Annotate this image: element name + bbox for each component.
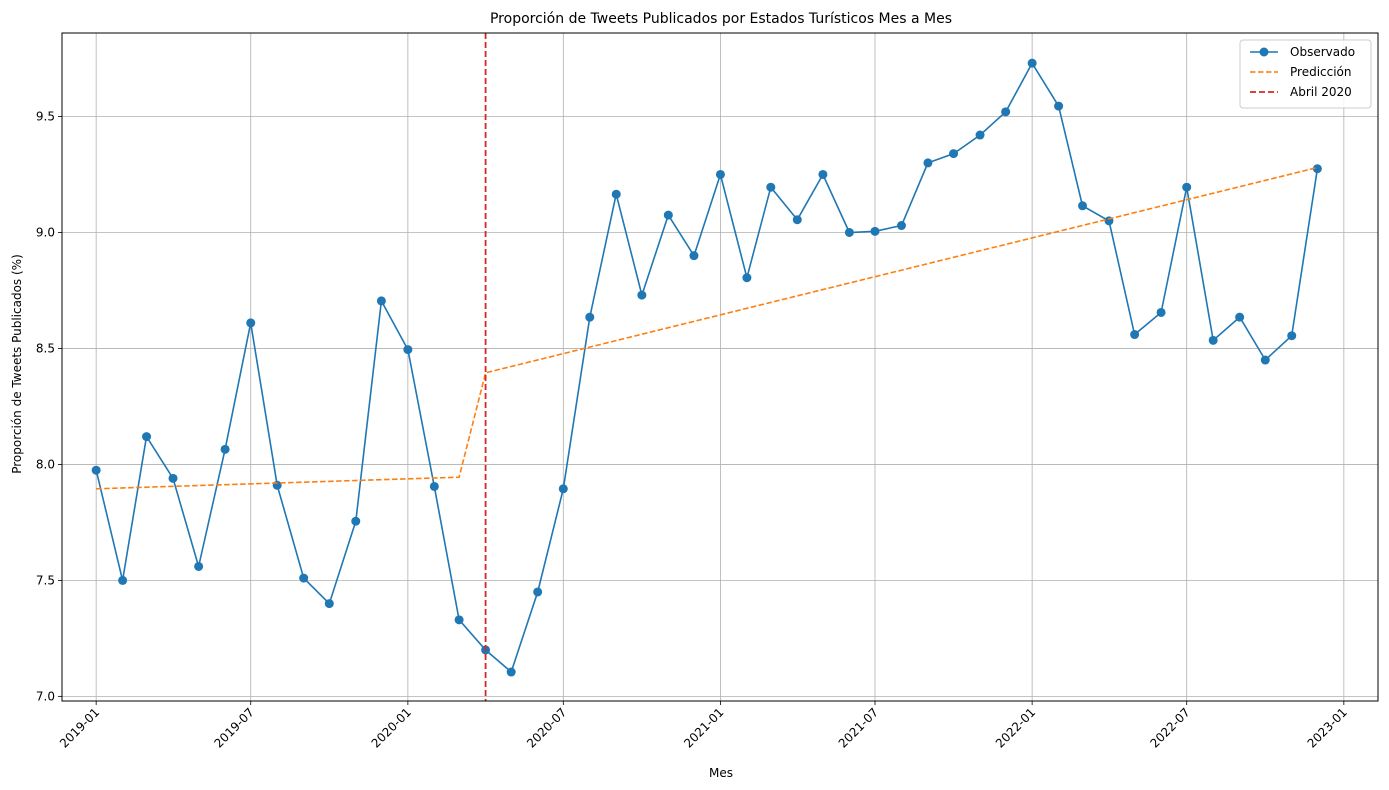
data-point-observado	[766, 182, 776, 192]
data-point-observado	[1001, 107, 1011, 117]
y-tick-label: 8.5	[36, 341, 55, 355]
x-tick-label: 2022-07	[1147, 705, 1192, 750]
data-point-observado	[1182, 182, 1192, 192]
legend-label: Observado	[1290, 45, 1355, 59]
data-point-observado	[118, 575, 128, 585]
data-point-observado	[454, 615, 464, 625]
data-point-observado	[91, 465, 101, 475]
y-tick-label: 8.0	[36, 457, 55, 471]
x-tick-label: 2021-01	[681, 705, 726, 750]
x-tick-label: 2021-07	[836, 705, 881, 750]
x-tick-label: 2020-01	[369, 705, 414, 750]
data-point-observado	[1130, 330, 1140, 340]
data-point-observado	[533, 587, 543, 597]
data-point-observado	[923, 158, 933, 168]
data-point-observado	[663, 210, 673, 220]
x-tick-label: 2019-01	[57, 705, 102, 750]
data-point-observado	[1312, 164, 1322, 174]
plot-frame	[61, 32, 1379, 702]
data-point-observado	[558, 484, 568, 494]
y-tick-label: 7.5	[36, 573, 55, 587]
data-point-observado	[975, 130, 985, 140]
data-point-observado	[896, 221, 906, 231]
data-point-observado	[611, 189, 621, 199]
y-axis-label: Proporción de Tweets Publicados (%)	[10, 254, 24, 474]
data-point-observado	[1078, 201, 1088, 211]
data-point-observado	[792, 215, 802, 225]
x-tick-label: 2022-01	[993, 705, 1038, 750]
plot-series	[91, 33, 1322, 701]
data-point-observado	[818, 169, 828, 179]
data-point-observado	[1156, 307, 1166, 317]
x-tick-label: 2023-01	[1305, 705, 1350, 750]
x-tick-label: 2019-07	[211, 705, 256, 750]
legend-label: Predicción	[1290, 65, 1352, 79]
data-point-observado	[220, 444, 230, 454]
data-point-observado	[351, 516, 361, 526]
grid	[62, 33, 1378, 701]
data-point-observado	[168, 473, 178, 483]
data-point-observado	[742, 273, 752, 283]
data-point-observado	[844, 227, 854, 237]
data-point-observado	[194, 561, 204, 571]
legend-marker	[1259, 47, 1269, 57]
data-point-observado	[376, 296, 386, 306]
data-point-observado	[689, 251, 699, 261]
data-point-observado	[637, 290, 647, 300]
x-tick-label: 2020-07	[524, 705, 569, 750]
chart-title: Proporción de Tweets Publicados por Esta…	[490, 11, 952, 27]
data-point-observado	[870, 226, 880, 236]
y-tick-label: 7.0	[36, 689, 55, 703]
data-point-observado	[142, 432, 152, 442]
legend-box	[1239, 39, 1372, 109]
data-point-observado	[1235, 312, 1245, 322]
data-point-observado	[1287, 331, 1297, 341]
data-point-observado	[403, 345, 413, 355]
data-point-observado	[949, 149, 959, 159]
y-tick-label: 9.0	[36, 225, 55, 239]
data-point-observado	[1027, 58, 1037, 68]
data-point-observado	[506, 667, 516, 677]
legend: Observado Predicción Abril 2020	[1239, 39, 1372, 109]
y-tick-label: 9.5	[36, 110, 55, 124]
legend-label: Abril 2020	[1290, 85, 1352, 99]
data-point-observado	[246, 318, 256, 328]
data-point-observado	[1054, 101, 1064, 111]
y-axis: 7.0 7.5 8.0 8.5 9.0 9.5	[36, 110, 62, 703]
data-point-observado	[324, 599, 334, 609]
series-line-prediccion	[96, 166, 1318, 490]
data-point-observado	[1260, 355, 1270, 365]
series-line-observado	[95, 61, 1319, 674]
data-point-observado	[429, 481, 439, 491]
data-point-observado	[585, 312, 595, 322]
data-point-observado	[1208, 335, 1218, 345]
data-point-observado	[299, 573, 309, 583]
x-axis: 2019-01 2019-07 2020-01 2020-07 2021-01 2021-…	[57, 701, 1350, 751]
x-axis-label: Mes	[709, 766, 733, 780]
data-point-observado	[715, 169, 725, 179]
